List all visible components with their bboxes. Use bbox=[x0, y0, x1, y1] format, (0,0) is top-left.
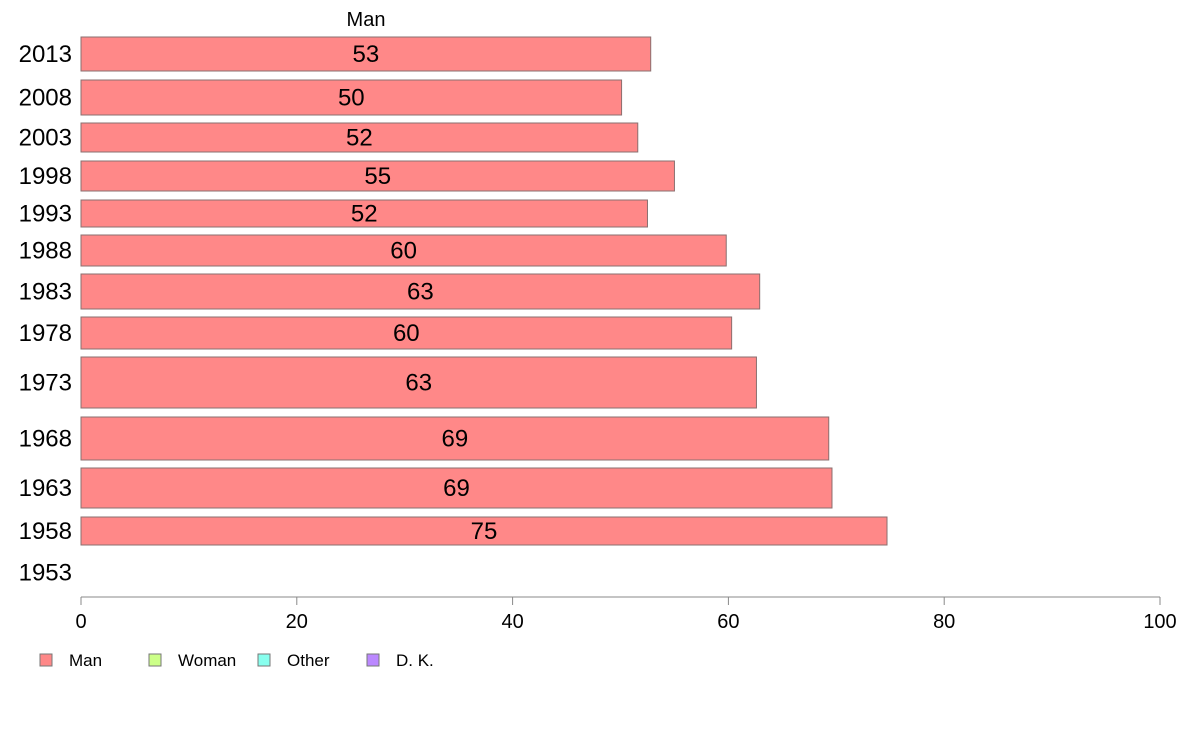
legend-swatch bbox=[39, 653, 53, 667]
y-tick-label: 2008 bbox=[19, 85, 72, 112]
bar-man bbox=[80, 79, 623, 116]
bar-man bbox=[80, 467, 833, 509]
bar-man bbox=[80, 199, 648, 228]
legend-label: D. K. bbox=[396, 651, 434, 670]
bar-value-label: 50 bbox=[338, 85, 365, 112]
bar-man bbox=[80, 416, 830, 461]
bar-man bbox=[80, 160, 675, 192]
bar-value-label: 52 bbox=[346, 125, 373, 152]
x-tick-label: 40 bbox=[501, 611, 523, 633]
bar-value-label: 75 bbox=[471, 518, 498, 545]
x-axis: 0 20 40 60 80 100 bbox=[75, 596, 1177, 633]
x-tick-label: 100 bbox=[1143, 611, 1176, 633]
bar-man bbox=[80, 122, 639, 153]
y-tick-label: 1953 bbox=[19, 560, 72, 587]
legend-label: Woman bbox=[178, 651, 236, 670]
bar-man bbox=[80, 316, 733, 350]
legend-swatch bbox=[148, 653, 162, 667]
legend-label: Man bbox=[69, 651, 102, 670]
x-tick-label: 20 bbox=[286, 611, 308, 633]
y-tick-label: 1993 bbox=[19, 201, 72, 228]
y-tick-label: 2003 bbox=[19, 125, 72, 152]
bar-man bbox=[80, 36, 652, 72]
bar-value-label: 63 bbox=[405, 370, 432, 397]
bar-value-label: 63 bbox=[407, 279, 434, 306]
legend-label: Other bbox=[287, 651, 330, 670]
y-tick-label: 1978 bbox=[19, 320, 72, 347]
legend: Man Woman Other D. K. bbox=[39, 651, 434, 670]
bar-value-label: 69 bbox=[443, 475, 470, 502]
legend-swatch bbox=[366, 653, 380, 667]
bar-value-label: 52 bbox=[351, 201, 378, 228]
y-tick-label: 1968 bbox=[19, 426, 72, 453]
y-tick-labels: 2013 2008 2003 1998 1993 1988 1983 1978 1973 1968… bbox=[19, 41, 72, 587]
y-tick-label: 2013 bbox=[19, 41, 72, 68]
bar-value-label: 60 bbox=[393, 320, 420, 347]
bar-value-label: 53 bbox=[353, 41, 380, 68]
y-tick-label: 1973 bbox=[19, 370, 72, 397]
y-tick-label: 1988 bbox=[19, 238, 72, 265]
bar-man bbox=[80, 516, 888, 546]
y-tick-label: 1963 bbox=[19, 475, 72, 502]
bar-man bbox=[80, 273, 761, 310]
y-tick-label: 1983 bbox=[19, 279, 72, 306]
y-tick-label: 1998 bbox=[19, 163, 72, 190]
bar-value-label: 69 bbox=[442, 426, 469, 453]
series-header: Man bbox=[347, 9, 386, 31]
x-tick-label: 60 bbox=[717, 611, 739, 633]
bar-man bbox=[80, 234, 727, 267]
bar-value-label: 60 bbox=[390, 238, 417, 265]
legend-swatch bbox=[257, 653, 271, 667]
y-tick-label: 1958 bbox=[19, 518, 72, 545]
x-tick-label: 80 bbox=[933, 611, 955, 633]
x-tick-label: 0 bbox=[75, 611, 86, 633]
bar-man bbox=[80, 356, 757, 409]
bar-value-label: 55 bbox=[364, 163, 391, 190]
